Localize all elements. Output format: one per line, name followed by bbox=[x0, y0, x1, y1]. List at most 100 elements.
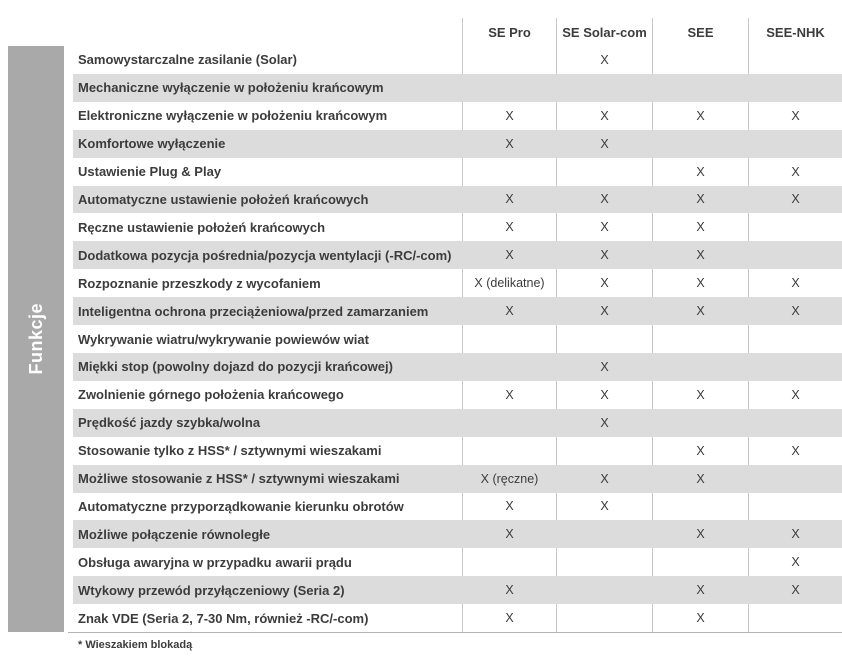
value-cell: X bbox=[652, 436, 748, 465]
feature-row: Elektroniczne wyłączenie w położeniu kra… bbox=[0, 101, 842, 130]
value-cell bbox=[556, 576, 652, 605]
value-cell bbox=[462, 548, 556, 577]
value-cell: X bbox=[748, 185, 842, 214]
value-cell: X bbox=[462, 380, 556, 409]
value-cell bbox=[652, 408, 748, 437]
column-header-see-nhk: SEE-NHK bbox=[748, 18, 842, 46]
value-cell bbox=[748, 73, 842, 102]
value-cell: X bbox=[462, 297, 556, 326]
feature-row: Samowystarczalne zasilanie (Solar) X bbox=[0, 46, 842, 74]
feature-table-body: Samowystarczalne zasilanie (Solar) X Mecha… bbox=[0, 46, 842, 633]
value-cell: X bbox=[652, 185, 748, 214]
value-cell: X bbox=[556, 269, 652, 298]
value-cell bbox=[462, 46, 556, 74]
feature-label: Miękki stop (powolny dojazd do pozycji k… bbox=[73, 352, 462, 381]
value-cell bbox=[748, 213, 842, 242]
value-cell: X bbox=[462, 101, 556, 130]
feature-label: Stosowanie tylko z HSS* / sztywnymi wies… bbox=[78, 443, 382, 459]
header-spacer bbox=[0, 18, 462, 46]
value-cell bbox=[462, 436, 556, 465]
value-cell: X bbox=[652, 157, 748, 186]
feature-label: Zwolnienie górnego położenia krańcowego bbox=[78, 387, 344, 403]
feature-row: Automatyczne przyporządkowanie kierunku … bbox=[0, 492, 842, 521]
feature-label: Wtykowy przewód przyłączeniowy (Seria 2) bbox=[73, 576, 462, 605]
feature-label: Prędkość jazdy szybka/wolna bbox=[73, 408, 462, 437]
value-cell: X bbox=[556, 101, 652, 130]
column-header-se-solar-com: SE Solar-com bbox=[556, 18, 652, 46]
feature-label: Mechaniczne wyłączenie w położeniu krańc… bbox=[73, 73, 462, 102]
value-cell bbox=[462, 408, 556, 437]
feature-row: Rozpoznanie przeszkody z wycofaniem X (de… bbox=[0, 269, 842, 298]
feature-row: Stosowanie tylko z HSS* / sztywnymi wies… bbox=[0, 436, 842, 465]
feature-row: Możliwe stosowanie z HSS* / sztywnymi wi… bbox=[0, 464, 842, 493]
feature-label: Ręczne ustawienie położeń krańcowych bbox=[78, 219, 326, 235]
value-cell: X bbox=[748, 380, 842, 409]
value-cell: X bbox=[556, 46, 652, 74]
value-cell: X bbox=[748, 101, 842, 130]
value-cell: X bbox=[462, 185, 556, 214]
value-cell bbox=[652, 73, 748, 102]
value-cell bbox=[652, 129, 748, 158]
value-cell bbox=[556, 73, 652, 102]
feature-label: Rozpoznanie przeszkody z wycofaniem bbox=[78, 275, 321, 291]
value-cell: X bbox=[652, 213, 748, 242]
feature-label: Samowystarczalne zasilanie (Solar) bbox=[78, 52, 297, 68]
value-cell: X bbox=[652, 269, 748, 298]
value-cell: X bbox=[556, 408, 652, 437]
value-cell: X bbox=[652, 464, 748, 493]
value-cell: X bbox=[556, 241, 652, 270]
feature-label: Możliwe połączenie równoległe bbox=[73, 520, 462, 549]
feature-row: Automatyczne ustawienie położeń krańcowy… bbox=[0, 185, 842, 214]
value-cell bbox=[748, 408, 842, 437]
feature-label: Automatyczne ustawienie położeń krańcowy… bbox=[73, 185, 462, 214]
feature-label: Dodatkowa pozycja pośrednia/pozycja went… bbox=[73, 241, 462, 270]
value-cell: X bbox=[748, 576, 842, 605]
feature-row: Wtykowy przewód przyłączeniowy (Seria 2)… bbox=[0, 576, 842, 605]
value-cell bbox=[748, 492, 842, 521]
value-cell bbox=[652, 325, 748, 353]
value-cell: X bbox=[652, 297, 748, 326]
feature-row: Wykrywanie wiatru/wykrywanie powiewów wi… bbox=[0, 325, 842, 353]
value-cell: X bbox=[748, 297, 842, 326]
value-cell: X (delikatne) bbox=[462, 269, 556, 298]
table-header-row: SE Pro SE Solar-com SEE SEE-NHK bbox=[0, 18, 842, 46]
value-cell: X bbox=[556, 492, 652, 521]
value-cell: X bbox=[556, 352, 652, 381]
feature-label: Obsługa awaryjna w przypadku awarii prąd… bbox=[78, 554, 352, 570]
value-cell: X bbox=[748, 520, 842, 549]
value-cell: X bbox=[556, 129, 652, 158]
value-cell: X bbox=[748, 548, 842, 577]
value-cell: X bbox=[748, 269, 842, 298]
feature-label: Komfortowe wyłączenie bbox=[73, 129, 462, 158]
value-cell: X bbox=[652, 380, 748, 409]
feature-row: Znak VDE (Seria 2, 7-30 Nm, również -RC/… bbox=[0, 604, 842, 633]
feature-row: Prędkość jazdy szybka/wolna X bbox=[0, 408, 842, 437]
table-bottom-border bbox=[68, 632, 842, 633]
value-cell bbox=[556, 548, 652, 577]
value-cell: X bbox=[462, 241, 556, 270]
feature-label: Znak VDE (Seria 2, 7-30 Nm, również -RC/… bbox=[78, 610, 369, 626]
value-cell: X bbox=[462, 213, 556, 242]
feature-row: Ręczne ustawienie położeń krańcowych X X X bbox=[0, 213, 842, 242]
value-cell bbox=[652, 352, 748, 381]
value-cell bbox=[748, 46, 842, 74]
value-cell: X bbox=[652, 576, 748, 605]
feature-row: Mechaniczne wyłączenie w położeniu krańc… bbox=[0, 73, 842, 102]
value-cell bbox=[556, 604, 652, 633]
value-cell bbox=[748, 241, 842, 270]
value-cell bbox=[462, 352, 556, 381]
value-cell bbox=[748, 129, 842, 158]
value-cell bbox=[748, 352, 842, 381]
value-cell: X bbox=[652, 241, 748, 270]
value-cell: X bbox=[652, 101, 748, 130]
feature-label: Automatyczne przyporządkowanie kierunku … bbox=[78, 498, 404, 514]
value-cell: X bbox=[652, 520, 748, 549]
value-cell: X bbox=[462, 604, 556, 633]
value-cell bbox=[652, 492, 748, 521]
value-cell bbox=[462, 157, 556, 186]
value-cell: X bbox=[556, 213, 652, 242]
value-cell: X bbox=[556, 297, 652, 326]
value-cell bbox=[556, 436, 652, 465]
feature-row: Dodatkowa pozycja pośrednia/pozycja went… bbox=[0, 241, 842, 270]
